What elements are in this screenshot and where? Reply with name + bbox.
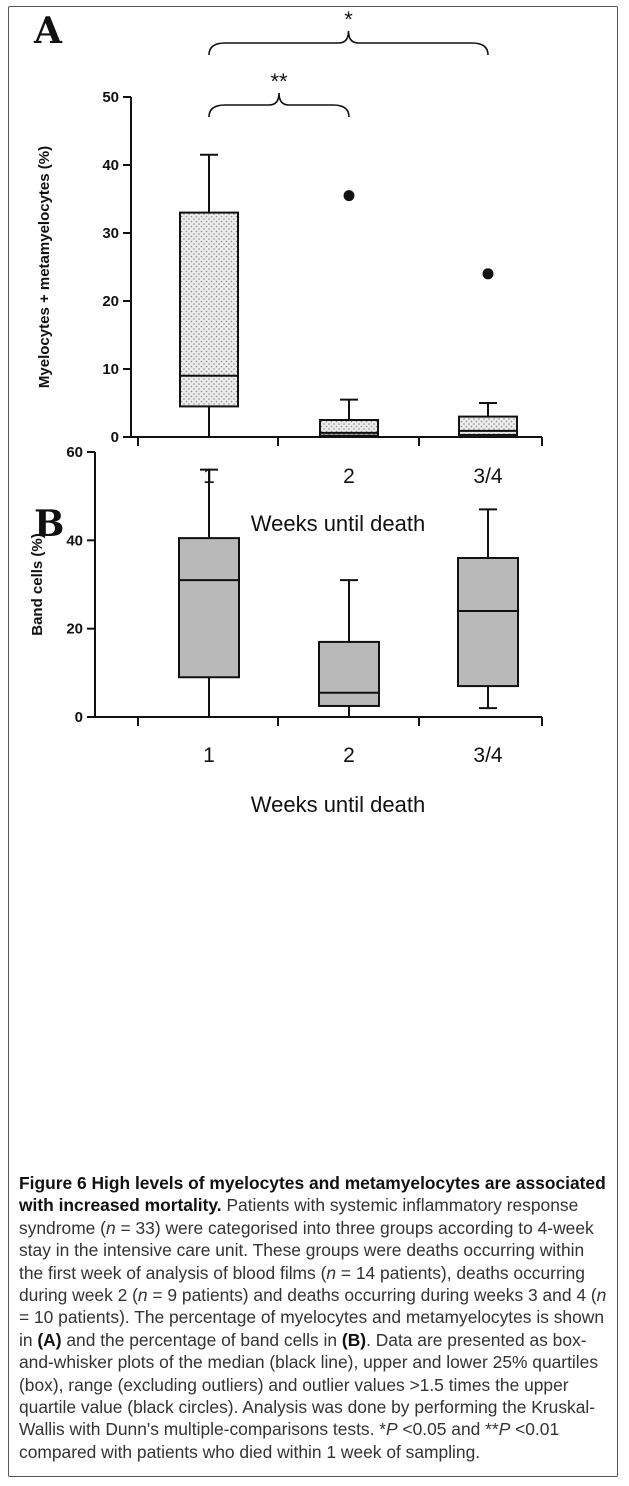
category-label: 2 [343, 465, 355, 488]
box-iqr [318, 640, 380, 707]
chart-a: 0 10 20 30 40 50 Myelocytes + metamyelocytes (… [36, 7, 543, 536]
caption-segment: P [498, 1419, 511, 1440]
outlier-point [343, 190, 355, 202]
panel-letter-b: B [34, 503, 65, 545]
category-label: 1 [203, 744, 215, 767]
caption-body: Patients with systemic inflammatory resp… [19, 1195, 606, 1461]
y-axis-label: Band cells (%) [29, 533, 46, 636]
outlier-point [482, 268, 494, 280]
caption-segment: n [326, 1262, 337, 1283]
box-iqr [319, 419, 379, 437]
category-label: 3/4 [473, 465, 503, 488]
y-tick-label: 0 [111, 429, 119, 446]
caption-segment: Patients with systemic inflammatory resp… [19, 1195, 579, 1238]
caption-segment: <0.05 and ** [397, 1419, 499, 1440]
caption-segment: = 33) were categorised into three groups… [19, 1217, 594, 1283]
y-tick-label: 20 [66, 621, 83, 638]
caption-segment: n [596, 1285, 607, 1306]
y-axis-label: Myelocytes + metamyelocytes (%) [36, 146, 53, 388]
y-tick-label: 50 [102, 89, 119, 106]
category-label: 3/4 [473, 744, 503, 767]
x-axis-label: Weeks until death [251, 511, 425, 536]
y-tick-label: 10 [102, 361, 119, 378]
box-iqr [179, 211, 239, 408]
significance-bracket [208, 92, 350, 118]
box-iqr [458, 415, 518, 436]
box-iqr [178, 537, 240, 679]
y-tick-label: 30 [102, 225, 119, 242]
y-tick-label: 20 [102, 293, 119, 310]
y-tick-label: 40 [102, 157, 119, 174]
x-axis-label: Weeks until death [251, 792, 425, 817]
y-tick-label: 0 [75, 709, 83, 726]
caption-segment: n [105, 1217, 116, 1238]
caption-segment: n [137, 1285, 148, 1306]
chart-b: 0 20 40 60 Band cells (%) 1 2 3/4 Weeks until de… [29, 444, 543, 817]
y-tick-label: 40 [66, 532, 83, 549]
caption-segment: (A) [37, 1329, 62, 1350]
significance-label: ** [270, 69, 288, 94]
category-label: 2 [343, 744, 355, 767]
caption-title: Figure 6 High levels of myelocytes and m… [19, 1173, 606, 1216]
figure-frame [8, 6, 618, 1477]
y-tick-label: 60 [66, 444, 83, 461]
caption-segment: = 9 patients) and deaths occurring durin… [147, 1285, 597, 1306]
caption-segment: P [386, 1419, 398, 1440]
panel-letter-a: A [34, 10, 62, 52]
caption-segment: = 10 patients). The percentage of myeloc… [19, 1307, 604, 1350]
significance-bracket [208, 30, 489, 56]
caption-segment: (B) [341, 1329, 367, 1350]
significance-label: * [344, 7, 353, 32]
box-iqr [457, 557, 519, 688]
caption-segment: and the percentage of band cells in [61, 1329, 342, 1350]
caption-segment: <0.01 compared with patients who died wi… [19, 1419, 560, 1462]
caption-segment: . Data are presented as box-and-whisker … [19, 1329, 599, 1440]
caption-segment: = 14 patients), deaths occurring during … [19, 1262, 585, 1306]
figure-caption: Figure 6 High levels of myelocytes and m… [19, 1172, 609, 1463]
